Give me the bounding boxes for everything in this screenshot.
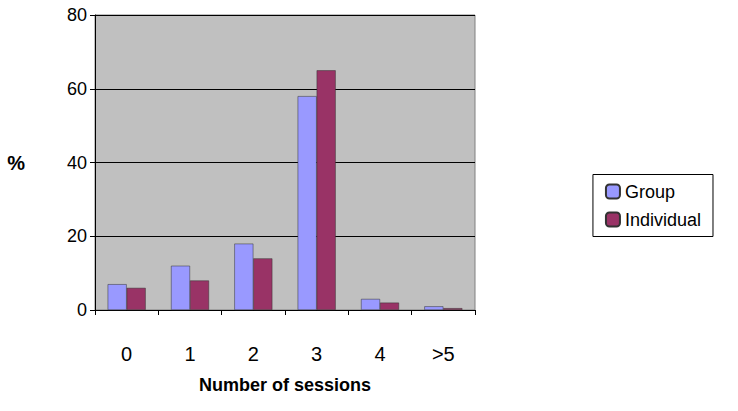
svg-text:20: 20 (67, 226, 87, 246)
svg-text:80: 80 (67, 5, 87, 25)
svg-text:Number of sessions: Number of sessions (199, 375, 371, 395)
svg-text:3: 3 (311, 343, 322, 365)
svg-text:Individual: Individual (625, 210, 701, 230)
svg-text:40: 40 (67, 153, 87, 173)
svg-text:0: 0 (77, 300, 87, 320)
svg-text:4: 4 (374, 343, 385, 365)
svg-text:Group: Group (625, 182, 675, 202)
svg-text:2: 2 (248, 343, 259, 365)
svg-text:60: 60 (67, 79, 87, 99)
svg-text:%: % (7, 152, 25, 174)
svg-text:>5: >5 (432, 343, 455, 365)
svg-text:0: 0 (121, 343, 132, 365)
svg-text:1: 1 (184, 343, 195, 365)
